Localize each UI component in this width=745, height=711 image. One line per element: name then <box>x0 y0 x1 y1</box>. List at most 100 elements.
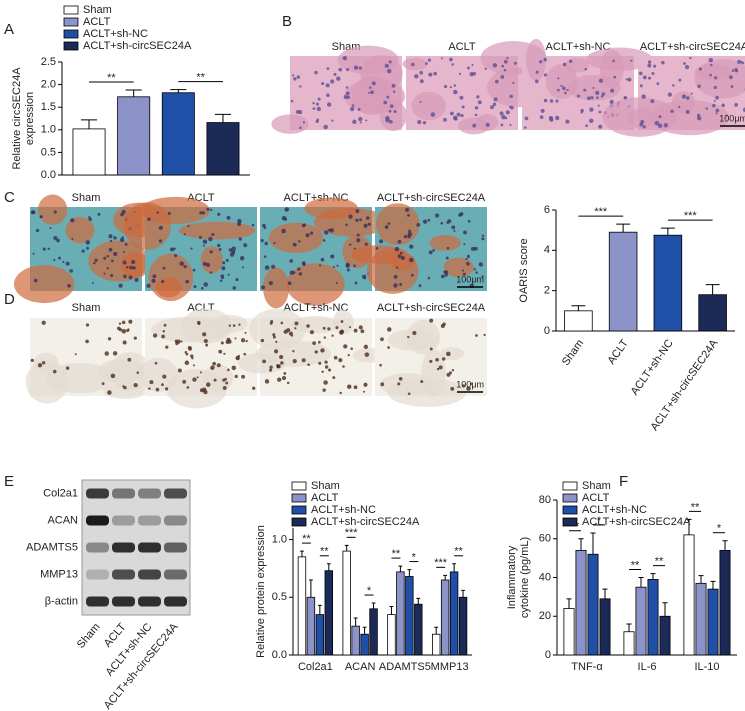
cell <box>641 94 646 99</box>
cell <box>312 341 317 346</box>
cell <box>394 246 400 252</box>
error-bar <box>362 626 367 635</box>
cell <box>108 247 113 252</box>
cell <box>219 279 223 282</box>
cell <box>433 71 437 76</box>
cell <box>440 221 444 225</box>
cell <box>505 110 510 115</box>
cell <box>566 88 569 92</box>
cell <box>263 226 267 230</box>
legend-label: ACLT+sh-circSEC24A <box>582 516 691 528</box>
error-bar <box>626 623 632 632</box>
cell <box>564 91 567 95</box>
cell <box>185 279 189 284</box>
error-bar <box>326 563 331 571</box>
cell <box>31 210 36 215</box>
cell <box>409 257 414 263</box>
column-title: ACLT+sh-circSEC24A <box>640 41 745 53</box>
cell <box>596 96 599 99</box>
cell <box>280 321 284 325</box>
y-tick-label: 0 <box>544 325 550 337</box>
cell <box>475 334 478 337</box>
cell <box>124 242 128 246</box>
cell <box>336 76 341 81</box>
cell <box>355 218 359 222</box>
cell <box>539 60 543 64</box>
y-tick-label: 0.0 <box>41 169 56 181</box>
cell <box>217 243 221 248</box>
x-tick-label: ADAMTS5 <box>379 661 431 673</box>
cell <box>543 57 547 62</box>
cell <box>33 278 38 283</box>
cell <box>509 94 513 99</box>
cell <box>158 225 163 230</box>
cell <box>132 266 136 270</box>
cell <box>199 388 204 393</box>
cell <box>184 360 190 366</box>
cell <box>190 354 194 358</box>
cell <box>183 233 186 236</box>
error-bar <box>571 305 586 311</box>
cell <box>434 213 440 218</box>
cell <box>539 115 544 120</box>
band <box>164 569 187 580</box>
cell <box>107 390 112 395</box>
micrograph <box>602 56 745 137</box>
cell <box>221 266 226 271</box>
cell <box>294 327 297 330</box>
bar <box>698 294 727 332</box>
cell <box>292 350 295 353</box>
cell <box>427 218 431 222</box>
cell <box>332 265 335 268</box>
bar <box>360 633 369 656</box>
error-bar <box>214 113 232 123</box>
cell <box>647 63 652 68</box>
cell <box>309 231 314 235</box>
error-bar <box>434 626 439 635</box>
error-bar <box>317 604 322 615</box>
cell <box>183 264 187 269</box>
cell <box>340 320 344 323</box>
cell <box>127 357 132 362</box>
error-bar <box>638 577 644 588</box>
cell <box>642 75 647 80</box>
cell <box>69 269 74 273</box>
y-tick-label: 1.0 <box>272 533 287 545</box>
cell <box>85 240 91 245</box>
cell <box>297 267 301 271</box>
micrograph <box>13 194 165 304</box>
sig-label: ** <box>655 556 664 568</box>
cell <box>576 94 580 98</box>
sig-label: * <box>717 523 722 535</box>
cell <box>321 81 325 86</box>
cell <box>442 322 446 326</box>
legend-label: ACLT <box>83 16 111 28</box>
cell <box>52 369 57 374</box>
cell <box>211 232 215 237</box>
tissue <box>602 97 677 137</box>
cell <box>386 95 390 99</box>
cell <box>713 99 716 102</box>
bar <box>315 614 325 656</box>
cell <box>331 334 334 337</box>
tissue <box>65 216 95 244</box>
cell <box>174 254 178 258</box>
cell <box>683 62 686 65</box>
cell <box>451 63 454 66</box>
cell <box>350 347 353 350</box>
cell <box>451 368 455 372</box>
bar <box>599 598 611 656</box>
cell <box>122 340 127 345</box>
cell <box>53 258 56 262</box>
cell <box>148 387 151 390</box>
cell <box>697 84 701 89</box>
error-bar <box>389 606 394 615</box>
cell <box>239 256 245 261</box>
cell <box>339 391 342 395</box>
cell <box>467 220 471 223</box>
cell <box>351 104 355 107</box>
tissue <box>379 100 407 131</box>
cell <box>656 82 660 86</box>
cell <box>74 353 77 356</box>
legend-swatch <box>63 5 79 15</box>
